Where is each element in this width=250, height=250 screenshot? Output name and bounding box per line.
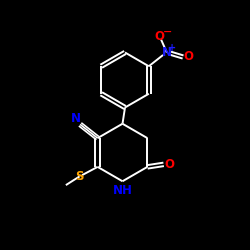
Text: NH: NH	[113, 184, 133, 197]
Text: N: N	[162, 46, 172, 59]
Text: −: −	[163, 26, 172, 36]
Text: S: S	[75, 170, 84, 183]
Text: +: +	[168, 43, 176, 53]
Text: O: O	[184, 50, 194, 64]
Text: O: O	[155, 30, 165, 44]
Text: O: O	[164, 158, 174, 171]
Text: N: N	[70, 112, 81, 126]
